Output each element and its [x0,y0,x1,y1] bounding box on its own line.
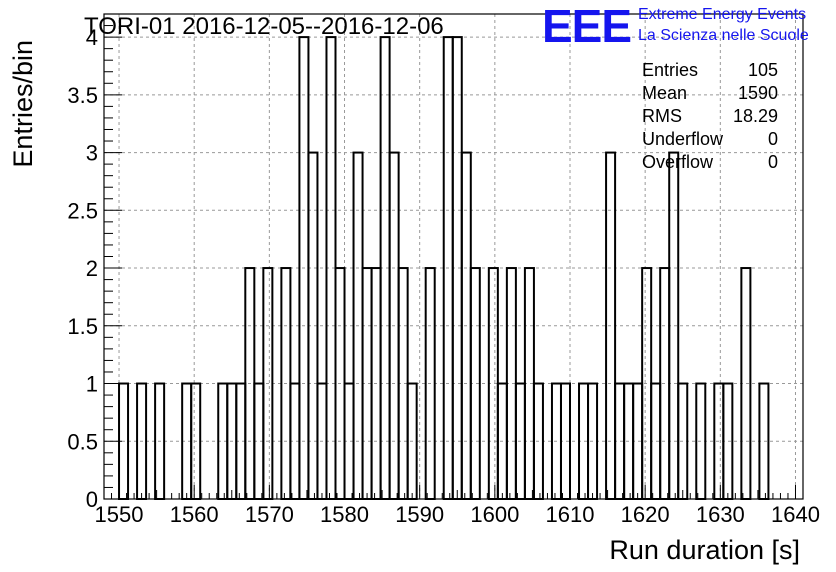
x-tick-label: 1590 [395,502,444,527]
x-tick-label: 1570 [245,502,294,527]
y-axis-label: Entries/bin [8,40,38,168]
y-tick-label: 1.5 [67,314,98,339]
y-tick-label: 0.5 [67,429,98,454]
x-tick-label: 1610 [546,502,595,527]
x-tick-label: 1640 [771,502,820,527]
stats-mean-value: 1590 [738,83,778,103]
y-axis-ticks: 0 0.5 1 1.5 2 2.5 3 3.5 4 [67,13,122,512]
y-tick-label: 3 [86,141,98,166]
chart-title: TORI-01 2016-12-05--2016-12-06 [84,13,444,40]
stats-underflow-value: 0 [768,129,778,149]
x-tick-label: 1630 [696,502,745,527]
stats-box: Entries 105 Mean 1590 RMS 18.29 Underflo… [642,60,778,172]
stats-entries-label: Entries [642,60,698,80]
x-tick-label: 1580 [320,502,369,527]
stats-overflow-value: 0 [768,152,778,172]
x-axis-ticks: 1550 1560 1570 1580 1590 1600 1610 1620 1630 1640 [95,485,820,527]
x-axis-label: Run duration [s] [609,535,800,565]
y-tick-label: 0 [86,487,98,512]
x-tick-label: 1600 [470,502,519,527]
stats-entries-value: 105 [748,60,778,80]
stats-underflow-label: Underflow [642,129,724,149]
y-tick-label: 1 [86,372,98,397]
y-tick-label: 4 [86,25,98,50]
logo-line-1: Extreme Energy Events [638,6,806,23]
logo: EEE Extreme Energy Events La Scienza nel… [542,0,809,52]
x-tick-label: 1560 [170,502,219,527]
logo-mark: EEE [542,0,631,52]
stats-mean-label: Mean [642,83,687,103]
y-tick-label: 2.5 [67,198,98,223]
y-tick-label: 2 [86,256,98,281]
stats-rms-value: 18.29 [733,106,778,126]
x-tick-label: 1620 [621,502,670,527]
logo-line-2: La Scienza nelle Scuole [638,27,809,44]
y-tick-label: 3.5 [67,83,98,108]
stats-rms-label: RMS [642,106,682,126]
x-tick-label: 1550 [95,502,144,527]
stats-overflow-label: Overflow [642,152,714,172]
